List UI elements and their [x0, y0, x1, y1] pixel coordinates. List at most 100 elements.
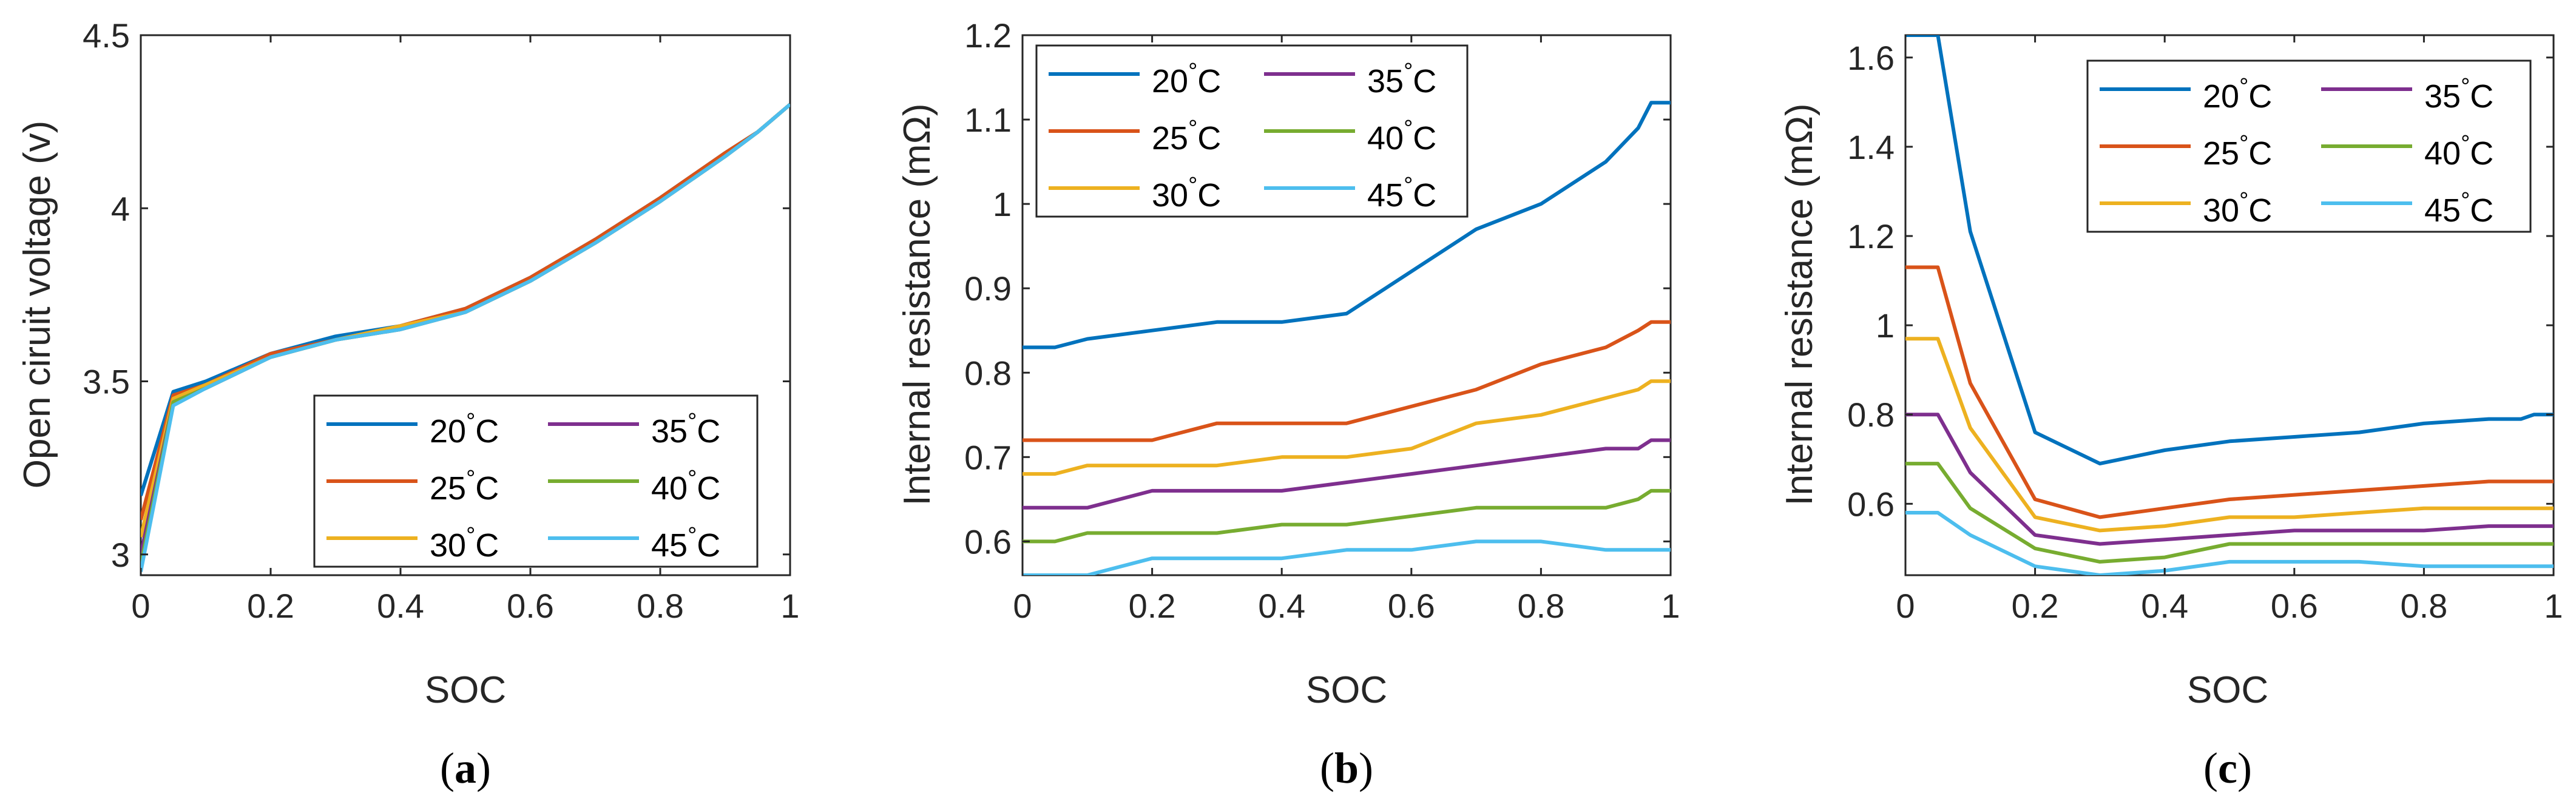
- panel-b-caption-close: ): [1359, 744, 1373, 792]
- legend-temp-value: 45: [1367, 177, 1404, 214]
- plot-a: 0 0.2 0.4 0.6 0.8 133.544.520°C25°C30°C35°C40…: [83, 16, 799, 625]
- panel-b-xtick-label: 0.6: [1388, 587, 1435, 625]
- legend-entry-20c: 20°C: [430, 409, 499, 450]
- legend-degree-symbol: °: [2239, 131, 2248, 157]
- panel-a-xtick-label: 0.2: [247, 587, 294, 625]
- legend-degree-symbol: °: [2461, 74, 2470, 100]
- panel-b-ytick-label: 0.8: [964, 354, 1012, 392]
- panel-b-xtick-label: 0.8: [1517, 587, 1564, 625]
- panel-c-ytick-label: 0.6: [1847, 485, 1895, 523]
- legend-temp-value: 35: [1367, 63, 1404, 100]
- legend-temp-value: 40: [2424, 135, 2461, 172]
- panel-b-xlabel: SOC: [1306, 669, 1387, 711]
- legend-entry-35c: 35°C: [1367, 59, 1436, 100]
- legend-degree-symbol: °: [1404, 116, 1413, 141]
- panel-b-caption-letter: b: [1334, 744, 1359, 792]
- panel-b-ytick-label: 1.1: [964, 101, 1012, 139]
- legend-degree-symbol: °: [1188, 173, 1197, 198]
- legend-degree-symbol: °: [688, 523, 697, 548]
- legend-temp-value: 25: [1152, 120, 1188, 157]
- legend-degree-symbol: °: [1404, 173, 1413, 198]
- legend-unit: C: [1413, 63, 1436, 100]
- legend-temp-value: 40: [1367, 120, 1404, 157]
- legend-temp-value: 25: [2203, 135, 2239, 172]
- legend-unit: C: [1197, 63, 1221, 100]
- panel-c-xlabel: SOC: [2187, 669, 2268, 711]
- plot-b: 0 0.2 0.4 0.6 0.8 10.60.70.80.911.11.220°C25°…: [964, 16, 1680, 625]
- legend-temp-value: 20: [430, 413, 466, 450]
- panel-a-ytick-label: 3.5: [83, 363, 130, 401]
- legend-unit: C: [1413, 120, 1436, 157]
- panel-c-series-45c: [1905, 511, 2554, 575]
- panel-c-ytick-label: 1.4: [1847, 128, 1895, 166]
- panel-c-caption: (c): [2203, 744, 2252, 792]
- panel-b-xtick-label: 1: [1661, 587, 1680, 625]
- panel-a-ytick-label: 4.5: [83, 16, 130, 55]
- panel-c: 0 0.2 0.4 0.6 0.8 10.60.811.21.41.620°C25°C30…: [1779, 34, 2563, 792]
- legend-temp-value: 30: [1152, 177, 1188, 214]
- legend-temp-value: 25: [430, 470, 466, 507]
- legend-degree-symbol: °: [1188, 59, 1197, 84]
- panel-a-xtick-label: 0.6: [507, 587, 554, 625]
- panel-c-xtick-label: 0.6: [2271, 587, 2318, 625]
- legend-degree-symbol: °: [688, 466, 697, 491]
- panel-a: 0 0.2 0.4 0.6 0.8 133.544.520°C25°C30°C35°C40…: [16, 16, 800, 792]
- legend-entry-45c: 45°C: [1367, 173, 1436, 214]
- panel-b-xtick-label: 0.4: [1258, 587, 1305, 625]
- panel-b-ytick-label: 1: [993, 185, 1012, 223]
- panel-c-caption-open: (: [2203, 744, 2218, 792]
- panel-a-ytick-label: 3: [111, 536, 130, 574]
- legend-entry-25c: 25°C: [1152, 116, 1221, 157]
- panel-a-xlabel: SOC: [425, 669, 506, 711]
- legend-unit: C: [475, 413, 499, 450]
- panel-b-caption-open: (: [1320, 744, 1334, 792]
- panel-a-caption-open: (: [440, 744, 455, 792]
- legend-unit: C: [2248, 135, 2272, 172]
- legend-unit: C: [1413, 177, 1436, 214]
- legend-degree-symbol: °: [466, 523, 475, 548]
- panel-b-caption: (b): [1320, 744, 1373, 792]
- panel-b-ylabel: Internal resistance (mΩ): [896, 103, 938, 505]
- panel-a-ytick-label: 4: [111, 189, 130, 228]
- panel-c-xtick-label: 0.4: [2141, 587, 2188, 625]
- panel-b-series-45c: [1023, 539, 1671, 575]
- panel-b-xtick-label: 0.2: [1129, 587, 1176, 625]
- legend-entry-30c: 30°C: [1152, 173, 1221, 214]
- legend-temp-value: 30: [430, 527, 466, 564]
- legend-degree-symbol: °: [1404, 59, 1413, 84]
- panel-c-ytick-label: 1.2: [1847, 217, 1895, 255]
- panel-c-ytick-label: 0.8: [1847, 396, 1895, 434]
- legend-entry-35c: 35°C: [651, 409, 720, 450]
- panel-c-ytick-label: 1.6: [1847, 39, 1895, 77]
- panel-a-caption: (a): [440, 744, 491, 792]
- panel-a-legend: 20°C25°C30°C35°C40°C45°C: [313, 394, 759, 568]
- panel-b-series: [1023, 101, 1671, 575]
- legend-temp-value: 45: [2424, 192, 2461, 229]
- legend-degree-symbol: °: [2239, 188, 2248, 214]
- legend-entry-25c: 25°C: [2203, 131, 2272, 172]
- legend-entry-45c: 45°C: [2424, 188, 2493, 229]
- legend-degree-symbol: °: [2461, 131, 2470, 157]
- panel-c-xtick-label: 0.8: [2400, 587, 2447, 625]
- panel-b: 0 0.2 0.4 0.6 0.8 10.60.70.80.911.11.220°C25°…: [896, 16, 1680, 792]
- panel-c-caption-close: ): [2237, 744, 2252, 792]
- panel-c-xtick-label: 0.2: [2012, 587, 2059, 625]
- panel-c-series-35c: [1905, 413, 2554, 546]
- legend-degree-symbol: °: [2461, 188, 2470, 214]
- legend-entry-20c: 20°C: [2203, 74, 2272, 115]
- panel-b-ytick-label: 0.6: [964, 522, 1012, 561]
- panel-b-series-25c: [1023, 320, 1671, 442]
- legend-unit: C: [2248, 192, 2272, 229]
- panel-b-xtick-label: 0: [1013, 587, 1032, 625]
- legend-temp-value: 45: [651, 527, 688, 564]
- legend-entry-40c: 40°C: [651, 466, 720, 507]
- panel-c-series: [1905, 35, 2554, 575]
- legend-unit: C: [1197, 177, 1221, 214]
- panel-c-ylabel: Internal resistance (mΩ): [1779, 103, 1820, 505]
- panel-b-series-40c: [1023, 488, 1671, 544]
- panel-b-series-35c: [1023, 438, 1671, 510]
- panel-b-legend: 20°C25°C30°C35°C40°C45°C: [1035, 44, 1469, 218]
- plot-c: 0 0.2 0.4 0.6 0.8 10.60.811.21.41.620°C25°C30…: [1847, 34, 2563, 625]
- legend-unit: C: [697, 413, 720, 450]
